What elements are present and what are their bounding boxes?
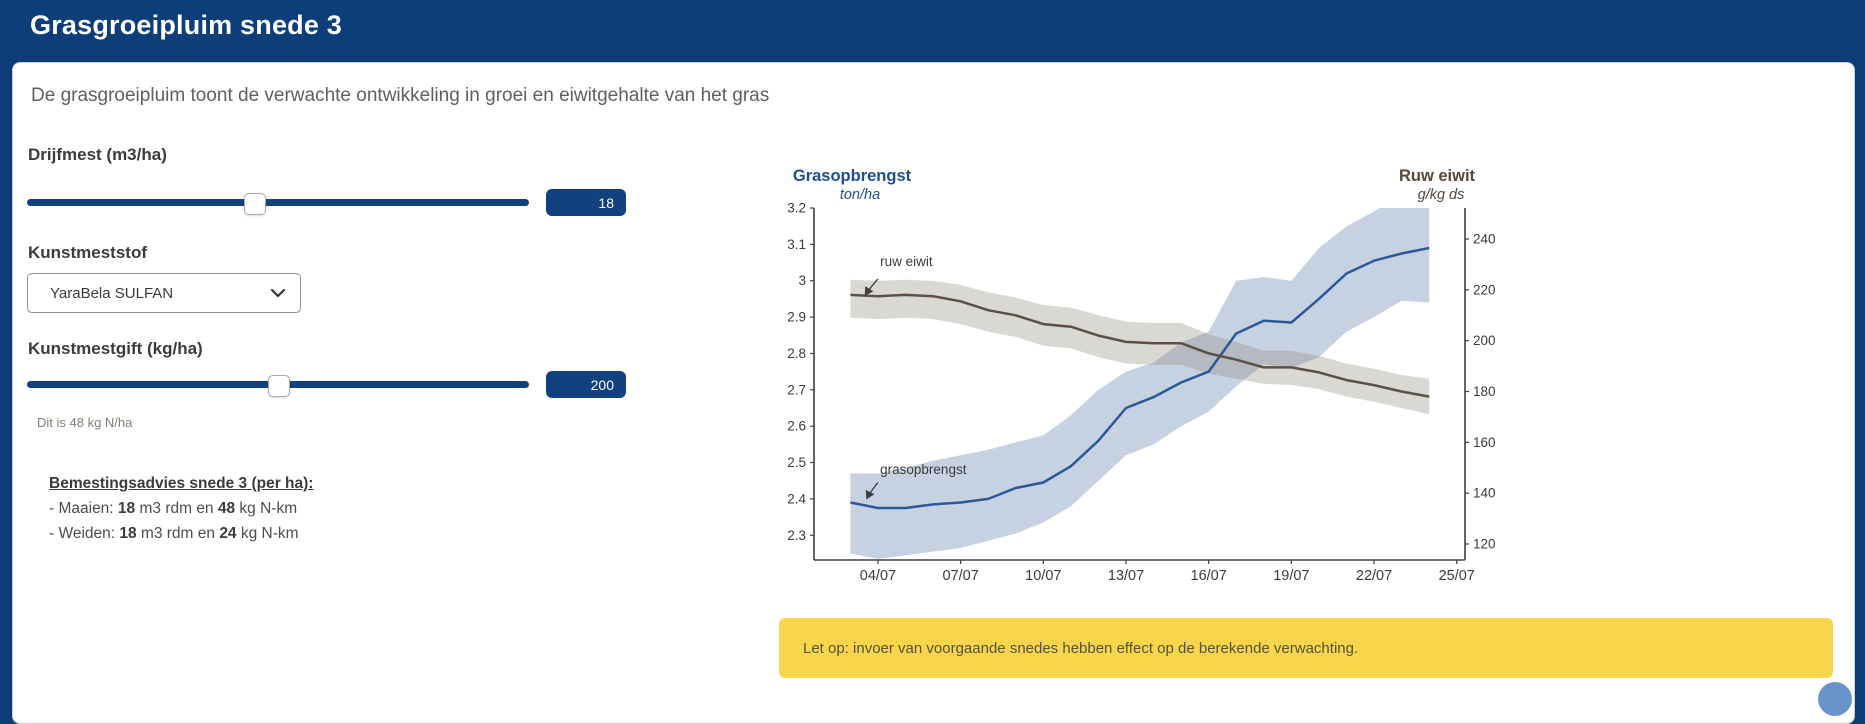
svg-text:grasopbrengst: grasopbrengst [880,462,967,477]
svg-text:3.2: 3.2 [787,201,806,216]
fertilization-advice: Bemestingsadvies snede 3 (per ha): - Maa… [49,471,313,546]
advice-heading: Bemestingsadvies snede 3 (per ha): [49,475,314,492]
chart-left-title: Grasopbrengst [792,167,912,185]
drijfmest-slider-track[interactable] [27,199,529,206]
app-header: Grasgroeipluim snede 3 [0,0,1865,55]
svg-text:04/07: 04/07 [860,568,896,584]
kunstmestgift-slider-thumb[interactable] [268,375,290,397]
kunstmeststof-select[interactable]: YaraBela SULFAN [27,273,301,313]
chart-right-title: Ruw eiwit [1398,167,1476,185]
kunstmeststof-label: Kunstmeststof [28,243,148,262]
advice-line-weiden: - Weiden: 18 m3 rdm en 24 kg N-km [49,525,299,542]
svg-text:220: 220 [1473,282,1496,297]
svg-text:16/07: 16/07 [1191,568,1227,584]
svg-text:240: 240 [1473,232,1496,247]
nitrogen-note: Dit is 48 kg N/ha [37,415,133,430]
svg-text:140: 140 [1473,486,1496,501]
chart-left-unit: ton/ha [839,187,881,203]
svg-text:2.7: 2.7 [787,382,806,397]
drijfmest-label: Drijfmest (m3/ha) [28,145,167,164]
svg-text:120: 120 [1473,536,1496,551]
svg-text:2.9: 2.9 [787,310,806,325]
intro-text: De grasgroeipluim toont de verwachte ont… [31,85,770,106]
svg-text:160: 160 [1473,435,1496,450]
warning-text: Let op: invoer van voorgaande snedes heb… [803,639,1359,657]
svg-text:180: 180 [1473,384,1496,399]
chart-canvas: 3.2 3.1 3 2.9 2.8 2.7 2.6 2.5 2.4 2.3 240 220 200 180… [787,201,1496,585]
growth-chart: Grasopbrengst ton/ha Ruw eiwit g/kg ds 3… [771,161,1511,591]
svg-text:2.8: 2.8 [787,346,806,361]
svg-text:2.3: 2.3 [787,528,806,543]
advice-line-maaien: - Maaien: 18 m3 rdm en 48 kg N-km [49,500,298,517]
svg-text:200: 200 [1473,333,1496,348]
svg-text:25/07: 25/07 [1439,568,1475,584]
floating-help-button[interactable] [1818,682,1852,716]
drijfmest-slider-thumb[interactable] [244,193,266,215]
svg-text:3.1: 3.1 [787,237,806,252]
svg-text:2.5: 2.5 [787,455,806,470]
svg-text:22/07: 22/07 [1356,568,1392,584]
kunstmestgift-value-badge: 200 [546,371,626,398]
page-title: Grasgroeipluim snede 3 [30,10,342,40]
svg-text:ruw eiwit: ruw eiwit [880,254,933,269]
svg-text:10/07: 10/07 [1025,568,1061,584]
kunstmestgift-label: Kunstmestgift (kg/ha) [28,339,203,358]
svg-text:19/07: 19/07 [1273,568,1309,584]
chart-right-unit: g/kg ds [1417,187,1465,203]
kunstmeststof-selected-value: YaraBela SULFAN [50,284,174,302]
warning-banner: Let op: invoer van voorgaande snedes heb… [779,618,1833,678]
chevron-down-icon [270,288,286,298]
svg-text:2.6: 2.6 [787,419,806,434]
content-card: De grasgroeipluim toont de verwachte ont… [12,62,1855,724]
svg-text:2.4: 2.4 [787,491,806,506]
drijfmest-value-badge: 18 [546,189,626,216]
svg-text:13/07: 13/07 [1108,568,1144,584]
svg-text:07/07: 07/07 [942,568,978,584]
svg-text:3: 3 [798,273,806,288]
